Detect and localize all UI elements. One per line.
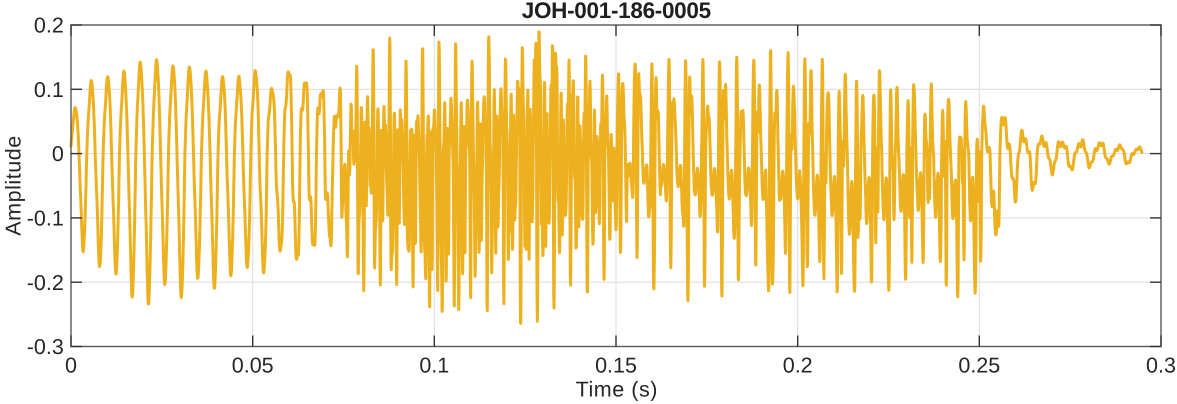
svg-text:-0.1: -0.1	[27, 207, 64, 231]
svg-text:0.1: 0.1	[34, 78, 64, 102]
svg-text:0.2: 0.2	[783, 353, 813, 377]
svg-text:0.3: 0.3	[1146, 353, 1176, 377]
svg-text:0.05: 0.05	[232, 353, 274, 377]
svg-text:-0.3: -0.3	[27, 335, 64, 359]
svg-text:JOH-001-186-0005: JOH-001-186-0005	[522, 0, 711, 23]
svg-text:-0.2: -0.2	[27, 271, 64, 295]
svg-text:Time (s): Time (s)	[576, 377, 658, 401]
svg-text:0.2: 0.2	[34, 14, 64, 38]
svg-text:0.15: 0.15	[595, 353, 637, 377]
svg-text:0: 0	[52, 142, 64, 166]
svg-text:0: 0	[65, 353, 77, 377]
svg-text:0.1: 0.1	[419, 353, 449, 377]
svg-text:Amplitude: Amplitude	[2, 135, 26, 236]
svg-text:0.25: 0.25	[958, 353, 1000, 377]
